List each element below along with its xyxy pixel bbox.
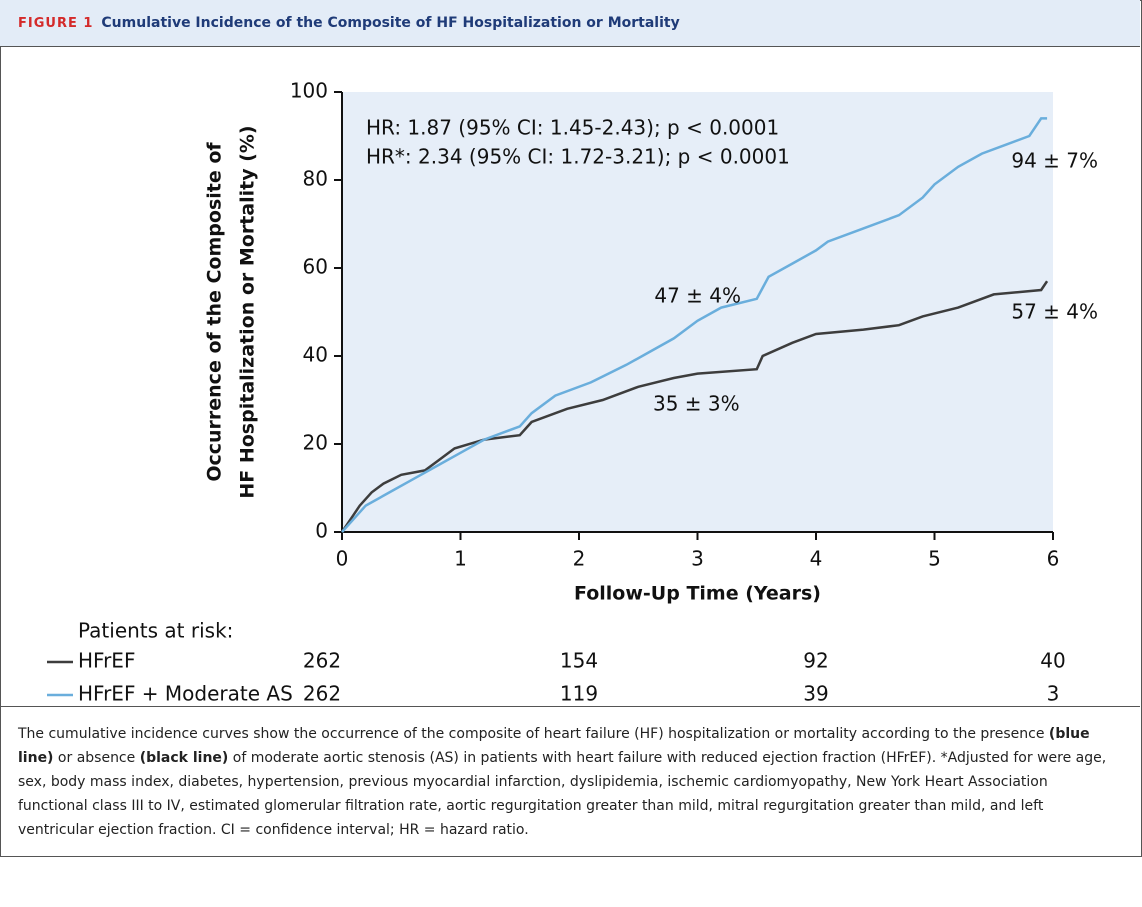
x-tick-label: 1	[454, 547, 467, 571]
x-tick-label: 6	[1047, 547, 1060, 571]
y-tick-label: 60	[303, 255, 328, 279]
risk-count: 154	[560, 649, 598, 673]
figure-header: FIGURE 1 Cumulative Incidence of the Comp…	[0, 0, 1140, 47]
x-tick-label: 2	[573, 547, 586, 571]
y-tick-label: 100	[290, 79, 328, 103]
caption-text: of moderate aortic stenosis (AS) in pati…	[18, 750, 1107, 838]
annotation: 94 ± 7%	[1011, 149, 1098, 173]
risk-title: Patients at risk:	[78, 619, 233, 643]
caption-text: or absence	[53, 750, 140, 766]
y-tick-label: 0	[315, 519, 328, 543]
y-tick-label: 20	[303, 431, 328, 455]
risk-count: 40	[1040, 649, 1065, 673]
x-tick-label: 3	[691, 547, 704, 571]
y-tick-label: 40	[303, 343, 328, 367]
figure-title: Cumulative Incidence of the Composite of…	[101, 15, 680, 31]
caption-bold: (black line)	[139, 750, 229, 766]
annotation: 57 ± 4%	[1011, 300, 1098, 324]
y-axis-label: Occurrence of the Composite of	[204, 142, 226, 482]
caption-text: The cumulative incidence curves show the…	[18, 726, 1049, 742]
x-tick-label: 5	[928, 547, 941, 571]
risk-count: 119	[560, 682, 598, 706]
x-tick-label: 4	[810, 547, 823, 571]
annotation: HR*: 2.34 (95% CI: 1.72-3.21); p < 0.000…	[366, 145, 790, 169]
chart: 0 20 40 60 80 100 0 1 2 3 4 5 6 Follow-Up Time (Years…	[47, 79, 1098, 706]
risk-count: 262	[303, 649, 341, 673]
figure-label: FIGURE 1	[18, 16, 94, 31]
risk-count: 92	[803, 649, 828, 673]
risk-count: 3	[1047, 682, 1060, 706]
annotation: 35 ± 3%	[653, 392, 740, 416]
plot-background	[342, 92, 1053, 532]
series-line	[341, 117, 1048, 533]
annotation: 47 ± 4%	[654, 284, 741, 308]
x-tick-label: 0	[336, 547, 349, 571]
annotation: HR: 1.87 (95% CI: 1.45-2.43); p < 0.0001	[366, 116, 779, 140]
caption-bold: (blue line)	[18, 726, 1090, 766]
y-tick-label: 80	[303, 167, 328, 191]
risk-count: 39	[803, 682, 828, 706]
risk-count: 262	[303, 682, 341, 706]
caption: The cumulative incidence curves show the…	[18, 722, 1118, 842]
x-axis-label: Follow-Up Time (Years)	[574, 583, 821, 605]
legend-label: HFrEF	[78, 649, 135, 673]
series-line	[340, 280, 1049, 533]
legend-label: HFrEF + Moderate AS	[78, 682, 293, 706]
y-axis-label: HF Hospitalization or Mortality (%)	[237, 125, 259, 498]
separator	[0, 706, 1140, 707]
